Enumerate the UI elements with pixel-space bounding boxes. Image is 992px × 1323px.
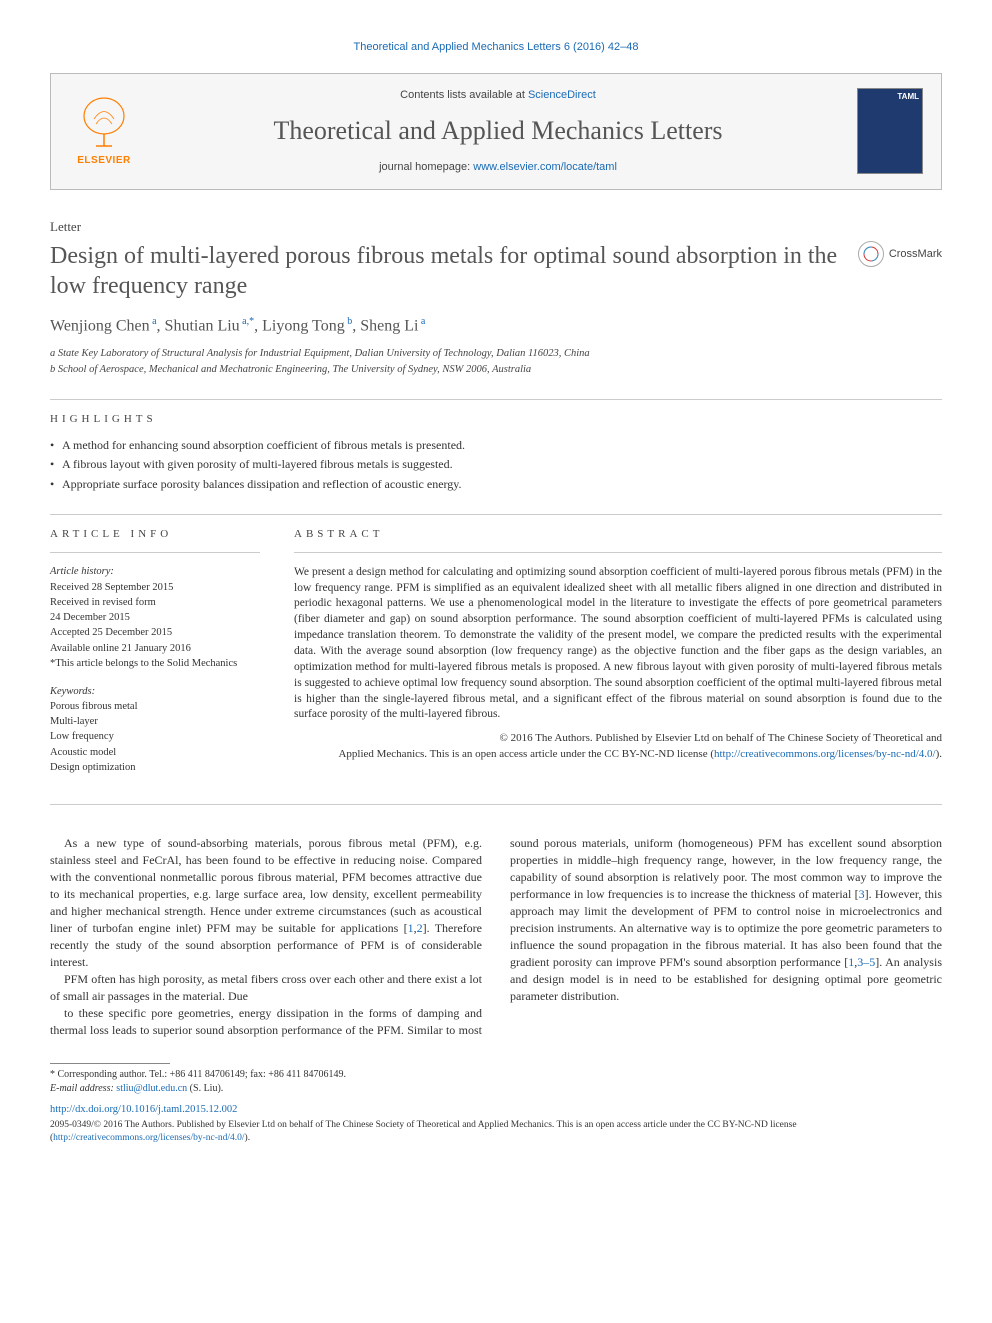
authors: Wenjiong Chen a, Shutian Liu a,*, Liyong… <box>50 315 942 337</box>
email-line: E-mail address: stliu@dlut.edu.cn (S. Li… <box>50 1082 942 1096</box>
crossmark-icon <box>858 241 884 267</box>
keyword: Porous fibrous metal <box>50 700 260 714</box>
ref-link[interactable]: 3–5 <box>857 955 875 969</box>
cc-license-link[interactable]: http://creativecommons.org/licenses/by-n… <box>714 748 936 760</box>
abstract-text: We present a design method for calculati… <box>294 565 942 724</box>
contents-line: Contents lists available at ScienceDirec… <box>157 88 839 103</box>
info-abstract-row: ARTICLE INFO Article history: Received 2… <box>50 527 942 776</box>
divider <box>294 552 942 553</box>
homepage-prefix: journal homepage: <box>379 161 473 173</box>
keyword: Multi-layer <box>50 715 260 729</box>
article-type-label: Letter <box>50 218 942 236</box>
article-title: Design of multi-layered porous fibrous m… <box>50 241 842 301</box>
body-text: As a new type of sound-absorbing materia… <box>50 835 942 1039</box>
crossmark-label: CrossMark <box>889 247 942 262</box>
article-info-col: ARTICLE INFO Article history: Received 2… <box>50 527 260 776</box>
homepage-link[interactable]: www.elsevier.com/locate/taml <box>473 161 617 173</box>
page: Theoretical and Applied Mechanics Letter… <box>0 0 992 1175</box>
revised-date: 24 December 2015 <box>50 611 260 625</box>
homepage-line: journal homepage: www.elsevier.com/locat… <box>157 160 839 175</box>
article-info-heading: ARTICLE INFO <box>50 527 260 542</box>
affiliations: a State Key Laboratory of Structural Ana… <box>50 347 942 377</box>
affiliation-a: a State Key Laboratory of Structural Ana… <box>50 347 942 361</box>
license-footer: 2095-0349/© 2016 The Authors. Published … <box>50 1119 942 1145</box>
corresponding-author: * Corresponding author. Tel.: +86 411 84… <box>50 1068 942 1082</box>
highlight-item: A fibrous layout with given porosity of … <box>50 456 942 472</box>
highlight-item: A method for enhancing sound absorption … <box>50 437 942 453</box>
keywords-label: Keywords: <box>50 685 260 699</box>
footer-license-link[interactable]: http://creativecommons.org/licenses/by-n… <box>53 1133 244 1143</box>
journal-name: Theoretical and Applied Mechanics Letter… <box>157 113 839 148</box>
highlights-block: A method for enhancing sound absorption … <box>50 437 942 492</box>
cover-thumb-label: TAML <box>897 92 919 103</box>
divider <box>50 399 942 400</box>
online-date: Available online 21 January 2016 <box>50 642 260 656</box>
doi-link[interactable]: http://dx.doi.org/10.1016/j.taml.2015.12… <box>50 1104 237 1115</box>
divider <box>50 552 260 553</box>
journal-cover-thumb: TAML <box>857 88 923 174</box>
received-date: Received 28 September 2015 <box>50 581 260 595</box>
copyright-line1: © 2016 The Authors. Published by Elsevie… <box>500 732 942 744</box>
keyword: Design optimization <box>50 761 260 775</box>
copyright-block: © 2016 The Authors. Published by Elsevie… <box>294 731 942 762</box>
affiliation-b: b School of Aerospace, Mechanical and Me… <box>50 363 942 377</box>
copyright-line2: Applied Mechanics. This is an open acces… <box>338 748 714 760</box>
doi-line: http://dx.doi.org/10.1016/j.taml.2015.12… <box>50 1103 942 1117</box>
keyword: Acoustic model <box>50 746 260 760</box>
revised-label: Received in revised form <box>50 596 260 610</box>
body-paragraph: PFM often has high porosity, as metal fi… <box>50 971 482 1005</box>
contents-prefix: Contents lists available at <box>400 89 528 101</box>
divider <box>50 804 942 805</box>
footnotes: * Corresponding author. Tel.: +86 411 84… <box>50 1068 942 1095</box>
article-note: *This article belongs to the Solid Mecha… <box>50 657 260 671</box>
abstract-col: ABSTRACT We present a design method for … <box>294 527 942 776</box>
history-label: Article history: <box>50 565 260 579</box>
article-history: Article history: Received 28 September 2… <box>50 565 260 775</box>
footnote-rule <box>50 1063 170 1064</box>
masthead: ELSEVIER Contents lists available at Sci… <box>50 73 942 190</box>
elsevier-logo: ELSEVIER <box>69 91 139 171</box>
elsevier-label: ELSEVIER <box>77 154 130 168</box>
accepted-date: Accepted 25 December 2015 <box>50 626 260 640</box>
title-row: Design of multi-layered porous fibrous m… <box>50 241 942 315</box>
highlights-heading: HIGHLIGHTS <box>50 412 942 427</box>
masthead-center: Contents lists available at ScienceDirec… <box>157 88 839 175</box>
running-head: Theoretical and Applied Mechanics Letter… <box>50 40 942 55</box>
divider <box>50 514 942 515</box>
copyright-line3: ). <box>936 748 942 760</box>
body-paragraph: As a new type of sound-absorbing materia… <box>50 835 482 971</box>
email-link[interactable]: stliu@dlut.edu.cn <box>116 1083 187 1094</box>
highlight-item: Appropriate surface porosity balances di… <box>50 476 942 492</box>
elsevier-tree-icon <box>74 94 134 154</box>
keyword: Low frequency <box>50 730 260 744</box>
crossmark-badge[interactable]: CrossMark <box>858 241 942 267</box>
sciencedirect-link[interactable]: ScienceDirect <box>528 89 596 101</box>
abstract-heading: ABSTRACT <box>294 527 942 542</box>
